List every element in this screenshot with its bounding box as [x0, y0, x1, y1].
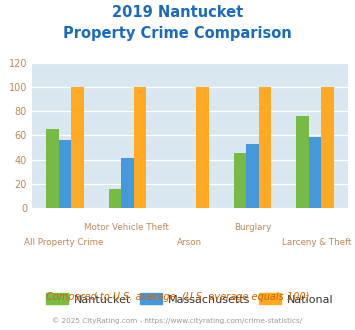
Bar: [258, 87, 271, 208]
Text: Compared to U.S. average. (U.S. average equals 100): Compared to U.S. average. (U.S. average …: [46, 292, 309, 302]
Text: © 2025 CityRating.com - https://www.cityrating.com/crime-statistics/: © 2025 CityRating.com - https://www.city…: [53, 317, 302, 324]
Text: All Property Crime: All Property Crime: [24, 238, 103, 247]
Text: Arson: Arson: [178, 238, 202, 247]
Text: Motor Vehicle Theft: Motor Vehicle Theft: [84, 223, 169, 232]
Legend: Nantucket, Massachusetts, National: Nantucket, Massachusetts, National: [42, 289, 338, 309]
Text: Burglary: Burglary: [235, 223, 272, 232]
Bar: [71, 87, 84, 208]
Bar: [308, 137, 321, 208]
Bar: [234, 153, 246, 208]
Bar: [296, 116, 308, 208]
Bar: [134, 87, 146, 208]
Bar: [109, 188, 121, 208]
Bar: [321, 87, 334, 208]
Text: Larceny & Theft: Larceny & Theft: [282, 238, 351, 247]
Bar: [196, 87, 209, 208]
Bar: [246, 144, 258, 208]
Text: Property Crime Comparison: Property Crime Comparison: [63, 26, 292, 41]
Bar: [121, 158, 134, 208]
Bar: [46, 129, 59, 208]
Text: 2019 Nantucket: 2019 Nantucket: [112, 5, 243, 20]
Bar: [59, 140, 71, 208]
